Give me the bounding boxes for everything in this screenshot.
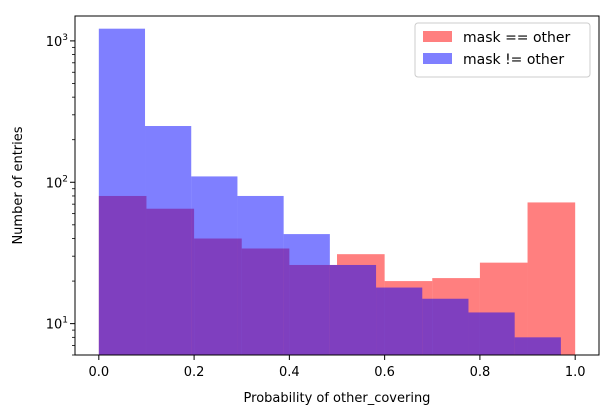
histogram-bar xyxy=(98,28,146,355)
plot-frame xyxy=(74,15,600,356)
legend-swatch xyxy=(423,53,452,64)
histogram-bar xyxy=(468,312,515,355)
x-tick-label: 1.0 xyxy=(565,365,586,380)
histogram-bar xyxy=(527,202,576,355)
x-axis: 0.0 0.2 0.4 0.6 0.8 1.0 xyxy=(88,355,586,380)
legend-box xyxy=(414,22,591,78)
legend-label: mask != other xyxy=(463,52,564,68)
x-axis-label: Probability of other_covering xyxy=(244,391,431,406)
histogram-bar xyxy=(145,126,192,355)
legend: mask == other mask != other xyxy=(414,22,591,78)
histogram-bar xyxy=(329,264,377,355)
x-tick-label: 0.8 xyxy=(470,365,491,380)
x-tick-label: 0.4 xyxy=(279,365,300,380)
histogram-bar xyxy=(514,337,561,355)
y-axis-label: Number of entries xyxy=(11,126,26,244)
x-tick-label: 0.2 xyxy=(184,365,205,380)
histogram-bar xyxy=(422,298,469,355)
histogram-bar xyxy=(237,195,284,355)
x-tick-label: 0.0 xyxy=(88,365,109,380)
histogram-bar xyxy=(376,287,423,355)
histogram-bar xyxy=(191,176,238,355)
y-tick-label: 101 xyxy=(46,316,68,333)
legend-swatch xyxy=(423,31,452,42)
histogram-bar xyxy=(283,234,330,355)
bars-layer xyxy=(98,28,576,355)
x-tick-label: 0.6 xyxy=(374,365,395,380)
y-axis: 101 102 103 xyxy=(46,33,75,356)
y-tick-label: 103 xyxy=(46,33,68,50)
y-tick-label: 102 xyxy=(46,174,68,191)
series-mask-not-equals-other xyxy=(98,28,561,355)
legend-label: mask == other xyxy=(463,30,571,46)
